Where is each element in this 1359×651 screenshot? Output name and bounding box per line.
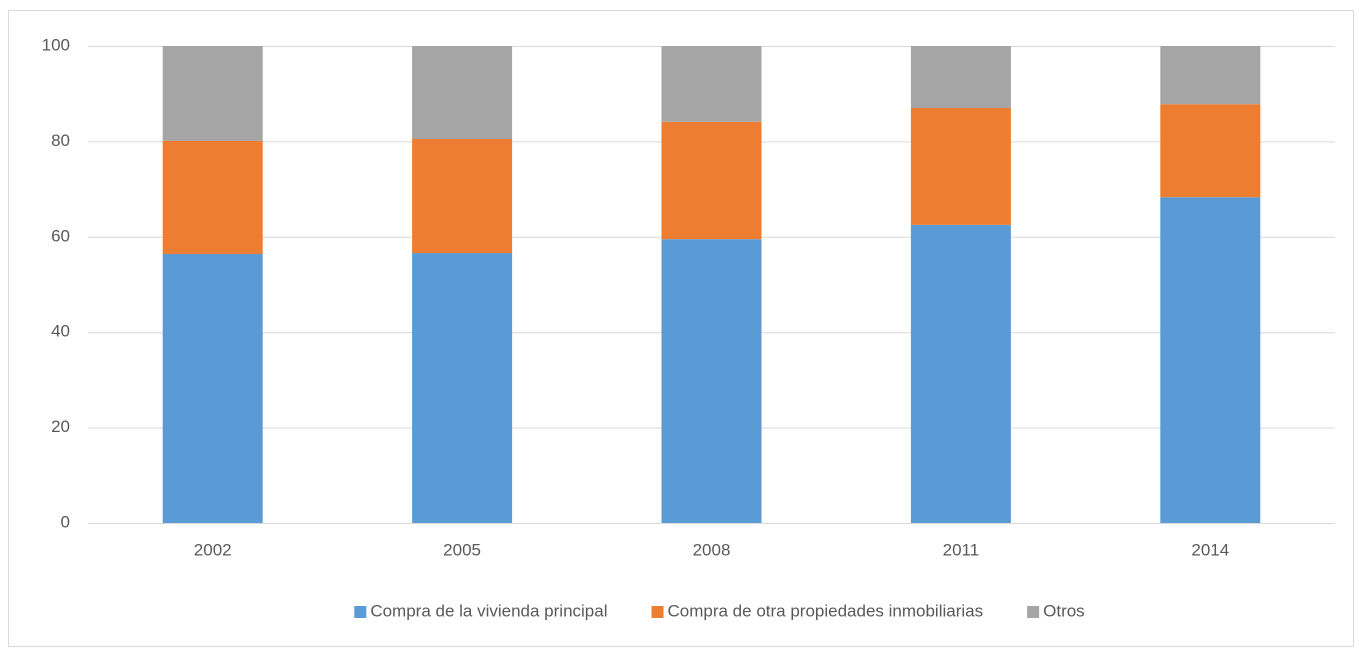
- bar-segment: [162, 46, 263, 141]
- x-tick-label: 2002: [194, 540, 232, 559]
- y-tick-label: 80: [51, 131, 70, 150]
- bar-segment: [1160, 197, 1261, 524]
- y-tick-label: 40: [51, 322, 70, 341]
- bar-segment: [661, 239, 762, 523]
- y-tick-label: 0: [61, 512, 70, 531]
- legend-swatch: [1027, 606, 1040, 618]
- legend-label: Otros: [1043, 601, 1085, 620]
- bar-segment: [412, 46, 513, 140]
- bar-segment: [1160, 46, 1261, 105]
- legend-swatch: [354, 606, 367, 618]
- legend-label: Compra de la vivienda principal: [370, 601, 607, 620]
- bar-segment: [412, 253, 513, 523]
- bar-segment: [661, 121, 762, 240]
- legend-label: Compra de otra propiedades inmobiliarias: [668, 601, 984, 620]
- x-tick-label: 2011: [943, 540, 980, 559]
- bar-segment: [910, 224, 1011, 523]
- bar-segment: [910, 108, 1011, 225]
- bar-segment: [661, 46, 762, 122]
- x-tick-label: 2014: [1191, 540, 1229, 559]
- bar-segment: [162, 140, 263, 254]
- bar-segment: [1160, 104, 1261, 198]
- bar-segment: [910, 46, 1011, 109]
- bar-segment: [412, 139, 513, 254]
- x-tick-label: 2005: [443, 540, 481, 559]
- x-tick-label: 2008: [693, 540, 731, 559]
- legend-swatch: [651, 606, 664, 618]
- bar-segment: [162, 253, 263, 524]
- y-tick-label: 20: [51, 417, 70, 436]
- y-tick-label: 60: [51, 226, 70, 245]
- y-tick-label: 100: [42, 35, 70, 54]
